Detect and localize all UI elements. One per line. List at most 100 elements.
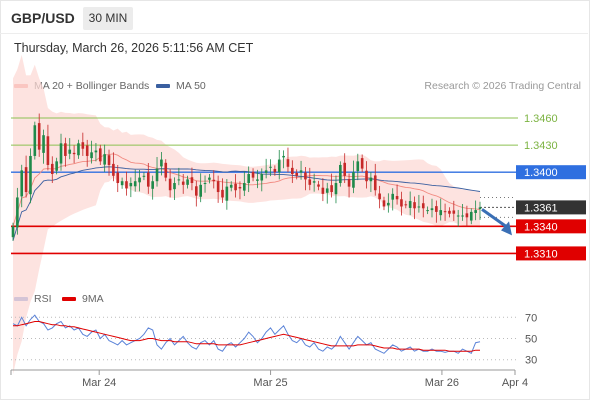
candle-body [16,197,19,228]
candle-body [24,167,28,193]
candle-body [439,210,443,216]
candle-body [133,181,137,187]
x-tick-label-1: Mar 25 [253,377,287,389]
candle-body [456,215,460,217]
candle-body [103,154,106,165]
candle-body [247,174,250,184]
candle-body [177,179,181,181]
candle-body [225,186,229,201]
candle-body [478,207,482,210]
pivot-tag [516,165,586,180]
ma50-swatch [156,84,170,88]
candle-body [448,210,451,214]
x-tick-label-0: Mar 24 [82,377,116,389]
timeframe-button[interactable]: 30 MIN [83,7,133,30]
candle-body [465,213,469,218]
candle-body [20,170,24,197]
candle-body [317,184,320,187]
ma20-line [12,153,481,227]
candle-body [343,162,347,176]
legend-ma20-label: MA 20 + Bollinger Bands [34,80,150,92]
candle-body [112,163,115,176]
candle-body [347,179,351,187]
candles [11,113,482,241]
candle-body [160,159,163,167]
candle-body [352,172,355,188]
support-tag-4 [516,219,586,234]
candle-body [164,162,168,178]
support-tag-5 [516,246,586,261]
candle-body [59,143,63,164]
candle-body [98,148,102,162]
candle-body [408,201,412,208]
candle-body [452,210,456,214]
forecast-arrow-head [501,221,512,236]
resistance-label-1: 1.3430 [524,140,558,152]
candle-body [29,155,32,195]
candle-body [430,208,434,211]
pivot-label: 1.3400 [524,167,558,179]
candle-body [417,206,421,208]
resistance-label-0: 1.3460 [524,113,558,125]
candle-body [151,181,154,189]
candle-body [46,136,50,165]
candle-body [68,149,72,154]
candle-body [421,203,425,209]
candle-body [90,152,93,159]
candle-body [125,181,128,189]
candle-body [77,143,80,156]
candle-body [295,172,299,176]
candle-body [373,175,377,191]
candle-body [356,161,360,172]
candle-body [330,185,333,193]
candle-body [264,170,268,173]
candle-body [260,174,264,181]
candle-body [243,183,246,191]
candle-body [339,164,342,184]
candle-body [238,186,242,189]
candle-body [234,183,237,191]
rsi-tick-2: 30 [525,355,537,367]
candle-body [203,183,207,185]
candle-body [64,143,67,156]
candle-body [129,183,133,187]
ma50-line [12,166,481,241]
candle-body [443,211,447,213]
legend-rsi-label: RSI [34,293,52,305]
candle-body [190,177,194,184]
candle-body [251,171,255,178]
candle-body [199,184,202,197]
rsi-tick-0: 70 [525,312,537,324]
candle-body [208,177,211,180]
legend-ma50-label: MA 50 [176,80,206,92]
candle-body [291,167,294,174]
candle-body [308,179,312,185]
candle-body [194,186,198,196]
support-label-4: 1.3340 [524,221,558,233]
candle-body [216,181,220,193]
candle-body [360,158,364,169]
candle-body [37,123,41,150]
x-tick-label-2: Mar 26 [425,377,459,389]
current-price-label: 1.3361 [524,202,558,214]
candle-body [365,170,368,182]
candle-body [50,163,54,174]
candle-body [469,211,473,221]
candle-body [299,170,303,173]
candle-body [312,181,316,183]
candle-body [413,202,416,209]
candle-body [94,150,98,153]
candle-body [269,166,272,168]
candle-body [81,142,85,149]
candle-body [461,215,464,217]
candle-body [378,193,381,200]
candle-body [107,155,111,165]
candle-body [321,187,325,194]
symbol-title: GBP/USD [11,10,75,26]
candle-body [400,199,403,207]
candle-body [221,189,224,198]
candle-body [116,172,120,184]
legend-ma50: MA 50 [156,80,206,92]
legend-9ma: 9MA [62,293,104,305]
